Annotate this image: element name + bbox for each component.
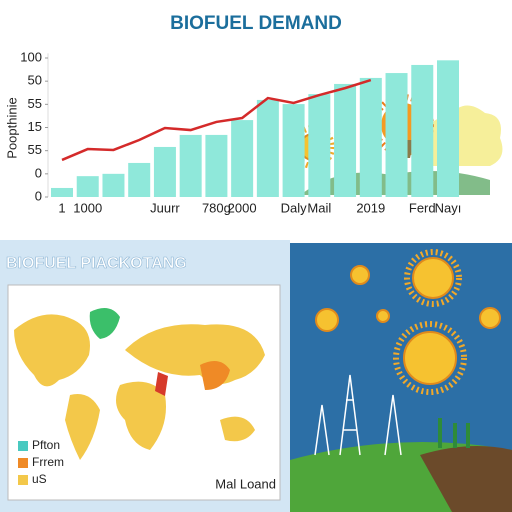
x-tick-label: 1 [58, 200, 65, 215]
y-tick-label: 50 [28, 73, 42, 88]
bar [179, 134, 202, 197]
china [200, 361, 230, 390]
illustration [290, 249, 512, 512]
legend-swatch [18, 475, 28, 485]
x-tick-label: 780g [202, 200, 231, 215]
y-tick-label: 0 [35, 188, 42, 203]
africa [116, 381, 166, 450]
bar [411, 64, 434, 197]
y-tick-label: 0 [35, 165, 42, 180]
bar [231, 120, 254, 197]
legend: Pfton Frrem uS [18, 438, 64, 486]
sun-icon [350, 265, 370, 285]
towers [314, 374, 402, 456]
bar [256, 99, 279, 197]
x-tick-label: Ferd [409, 200, 436, 215]
bar [359, 77, 382, 197]
sun-rays [393, 321, 467, 395]
legend-label: Pfton [32, 438, 60, 452]
sun-icon [412, 257, 454, 299]
y-tick-label: 100 [20, 49, 42, 64]
bar [437, 60, 459, 197]
south-america [65, 394, 100, 460]
sun-icon [315, 308, 339, 332]
bar [282, 104, 305, 197]
bar [76, 176, 99, 197]
soil [420, 446, 512, 512]
y-axis-label: Poopthinie [4, 97, 19, 158]
bar [51, 187, 73, 197]
world-map [14, 308, 265, 460]
region-red [155, 372, 168, 396]
greenland [89, 308, 120, 339]
y-tick-label: 15 [28, 119, 42, 134]
line [61, 78, 372, 162]
sun-rays [404, 249, 462, 307]
map-title: BIOFUEL PIACKOTANG [6, 255, 187, 272]
x-tick-label: 2000 [228, 200, 257, 215]
north-america [14, 314, 90, 387]
bar [128, 162, 151, 197]
y-tick-label: 55 [28, 96, 42, 111]
legend-label: Frrem [32, 455, 64, 469]
sun-icon [376, 309, 390, 323]
map-caption: Mal Loand [215, 476, 276, 491]
x-tick-label: Mail [307, 200, 331, 215]
sun-rays [291, 125, 335, 169]
x-tick-label: Daly [281, 200, 308, 215]
bar [153, 146, 176, 197]
chart-title: BIOFUEL DEMAND [170, 13, 342, 34]
x-tick-label: Nayı [435, 200, 462, 215]
bar [385, 73, 408, 197]
x-tick-label: 2019 [356, 200, 385, 215]
legend-swatch [18, 458, 28, 468]
eurasia [125, 324, 265, 384]
plants [438, 418, 470, 448]
australia [220, 416, 255, 442]
bar [308, 94, 331, 197]
x-tick-label: Juurr [150, 200, 180, 215]
x-tick-label: 1000 [73, 200, 102, 215]
sun-icon [479, 307, 501, 329]
legend-swatch [18, 441, 28, 451]
y-tick-label: 55 [28, 142, 42, 157]
bar [102, 173, 125, 197]
bar [205, 134, 228, 197]
sun-icon [403, 331, 457, 385]
bar [334, 83, 357, 197]
legend-label: uS [32, 472, 47, 486]
